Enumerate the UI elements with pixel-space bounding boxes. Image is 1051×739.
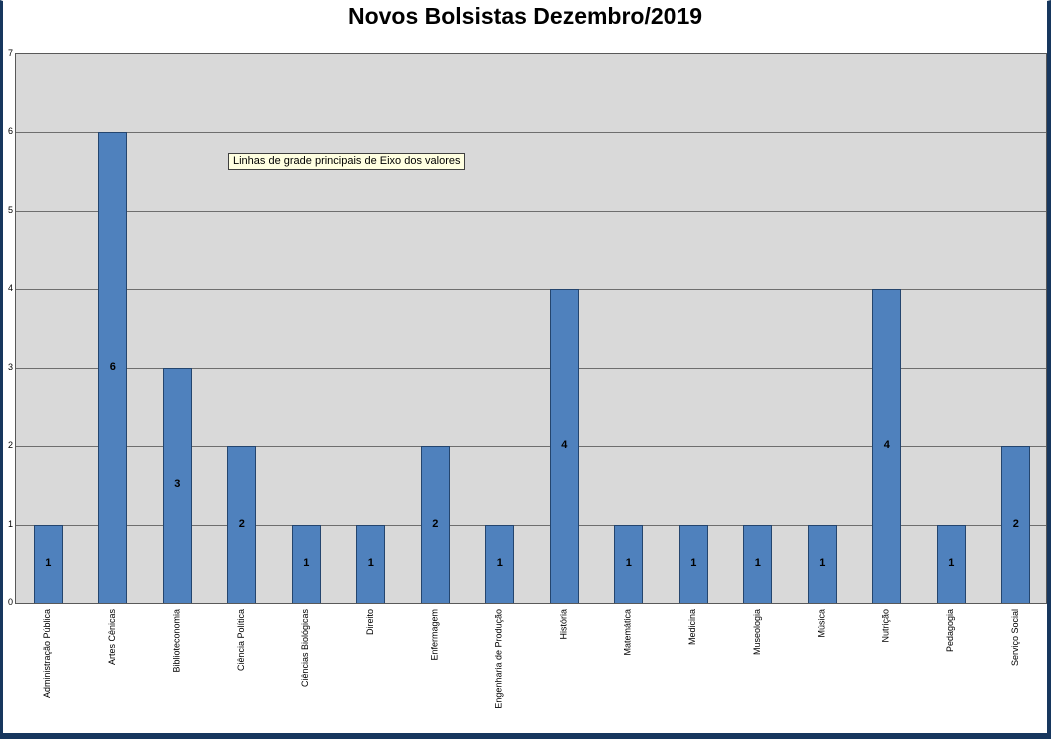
bar-value-label: 1: [754, 556, 761, 569]
bar-value-label: 1: [496, 556, 503, 569]
bar-value-label: 1: [367, 556, 374, 569]
value-axis-major-gridline[interactable]: [16, 524, 1046, 526]
y-tick-label: 3: [7, 361, 13, 372]
y-tick-label: 4: [7, 283, 13, 294]
bar-value-label: 2: [432, 517, 439, 530]
bar-value-label: 1: [625, 556, 632, 569]
chart-bar[interactable]: [807, 524, 837, 603]
value-axis-major-gridline[interactable]: [16, 367, 1046, 369]
bar-value-label: 2: [1012, 517, 1019, 530]
chart-bar[interactable]: [549, 289, 579, 603]
y-tick-label: 2: [7, 440, 13, 451]
chart-bar[interactable]: [162, 367, 192, 603]
chart-bar[interactable]: [743, 524, 773, 603]
bar-value-label: 1: [819, 556, 826, 569]
y-tick-label: 5: [7, 204, 13, 215]
chart-bar[interactable]: [356, 524, 386, 603]
chart-bar[interactable]: [291, 524, 321, 603]
bar-value-label: 4: [561, 439, 568, 452]
value-axis-major-gridline[interactable]: [16, 210, 1046, 212]
bar-value-label: 3: [174, 478, 181, 491]
bar-value-label: 1: [690, 556, 697, 569]
value-axis-major-gridline[interactable]: [16, 289, 1046, 291]
chart-bar[interactable]: [678, 524, 708, 603]
chart-title: Novos Bolsistas Dezembro/2019: [347, 3, 703, 29]
plot-area[interactable]: 1 6 3 2 1 1 2 1 4 1 1 1 1 4 1 2: [15, 53, 1047, 604]
bar-value-label: 1: [45, 556, 52, 569]
chart-bar[interactable]: [33, 524, 63, 603]
bar-value-label: 1: [303, 556, 310, 569]
gridlines-tooltip: Linhas de grade principais de Eixo dos v…: [228, 153, 466, 170]
chart-bar[interactable]: [614, 524, 644, 603]
chart-bar[interactable]: [420, 446, 450, 603]
chart-bar[interactable]: [485, 524, 515, 603]
value-axis-major-gridline[interactable]: [16, 132, 1046, 134]
bar-value-label: 2: [238, 517, 245, 530]
bar-value-label: 6: [109, 360, 116, 373]
value-axis-major-gridline[interactable]: [16, 446, 1046, 448]
y-tick-label: 1: [7, 518, 13, 529]
chart-bar[interactable]: [872, 289, 902, 603]
chart-bar[interactable]: [1001, 446, 1031, 603]
y-tick-label: 0: [7, 597, 13, 607]
y-tick-label: 6: [7, 126, 13, 137]
bar-value-label: 1: [948, 556, 955, 569]
bar-value-label: 4: [883, 439, 890, 452]
chart-bar[interactable]: [98, 132, 128, 603]
y-tick-label: 7: [7, 48, 13, 58]
chart-bar[interactable]: [227, 446, 257, 603]
chart-bar[interactable]: [936, 524, 966, 603]
